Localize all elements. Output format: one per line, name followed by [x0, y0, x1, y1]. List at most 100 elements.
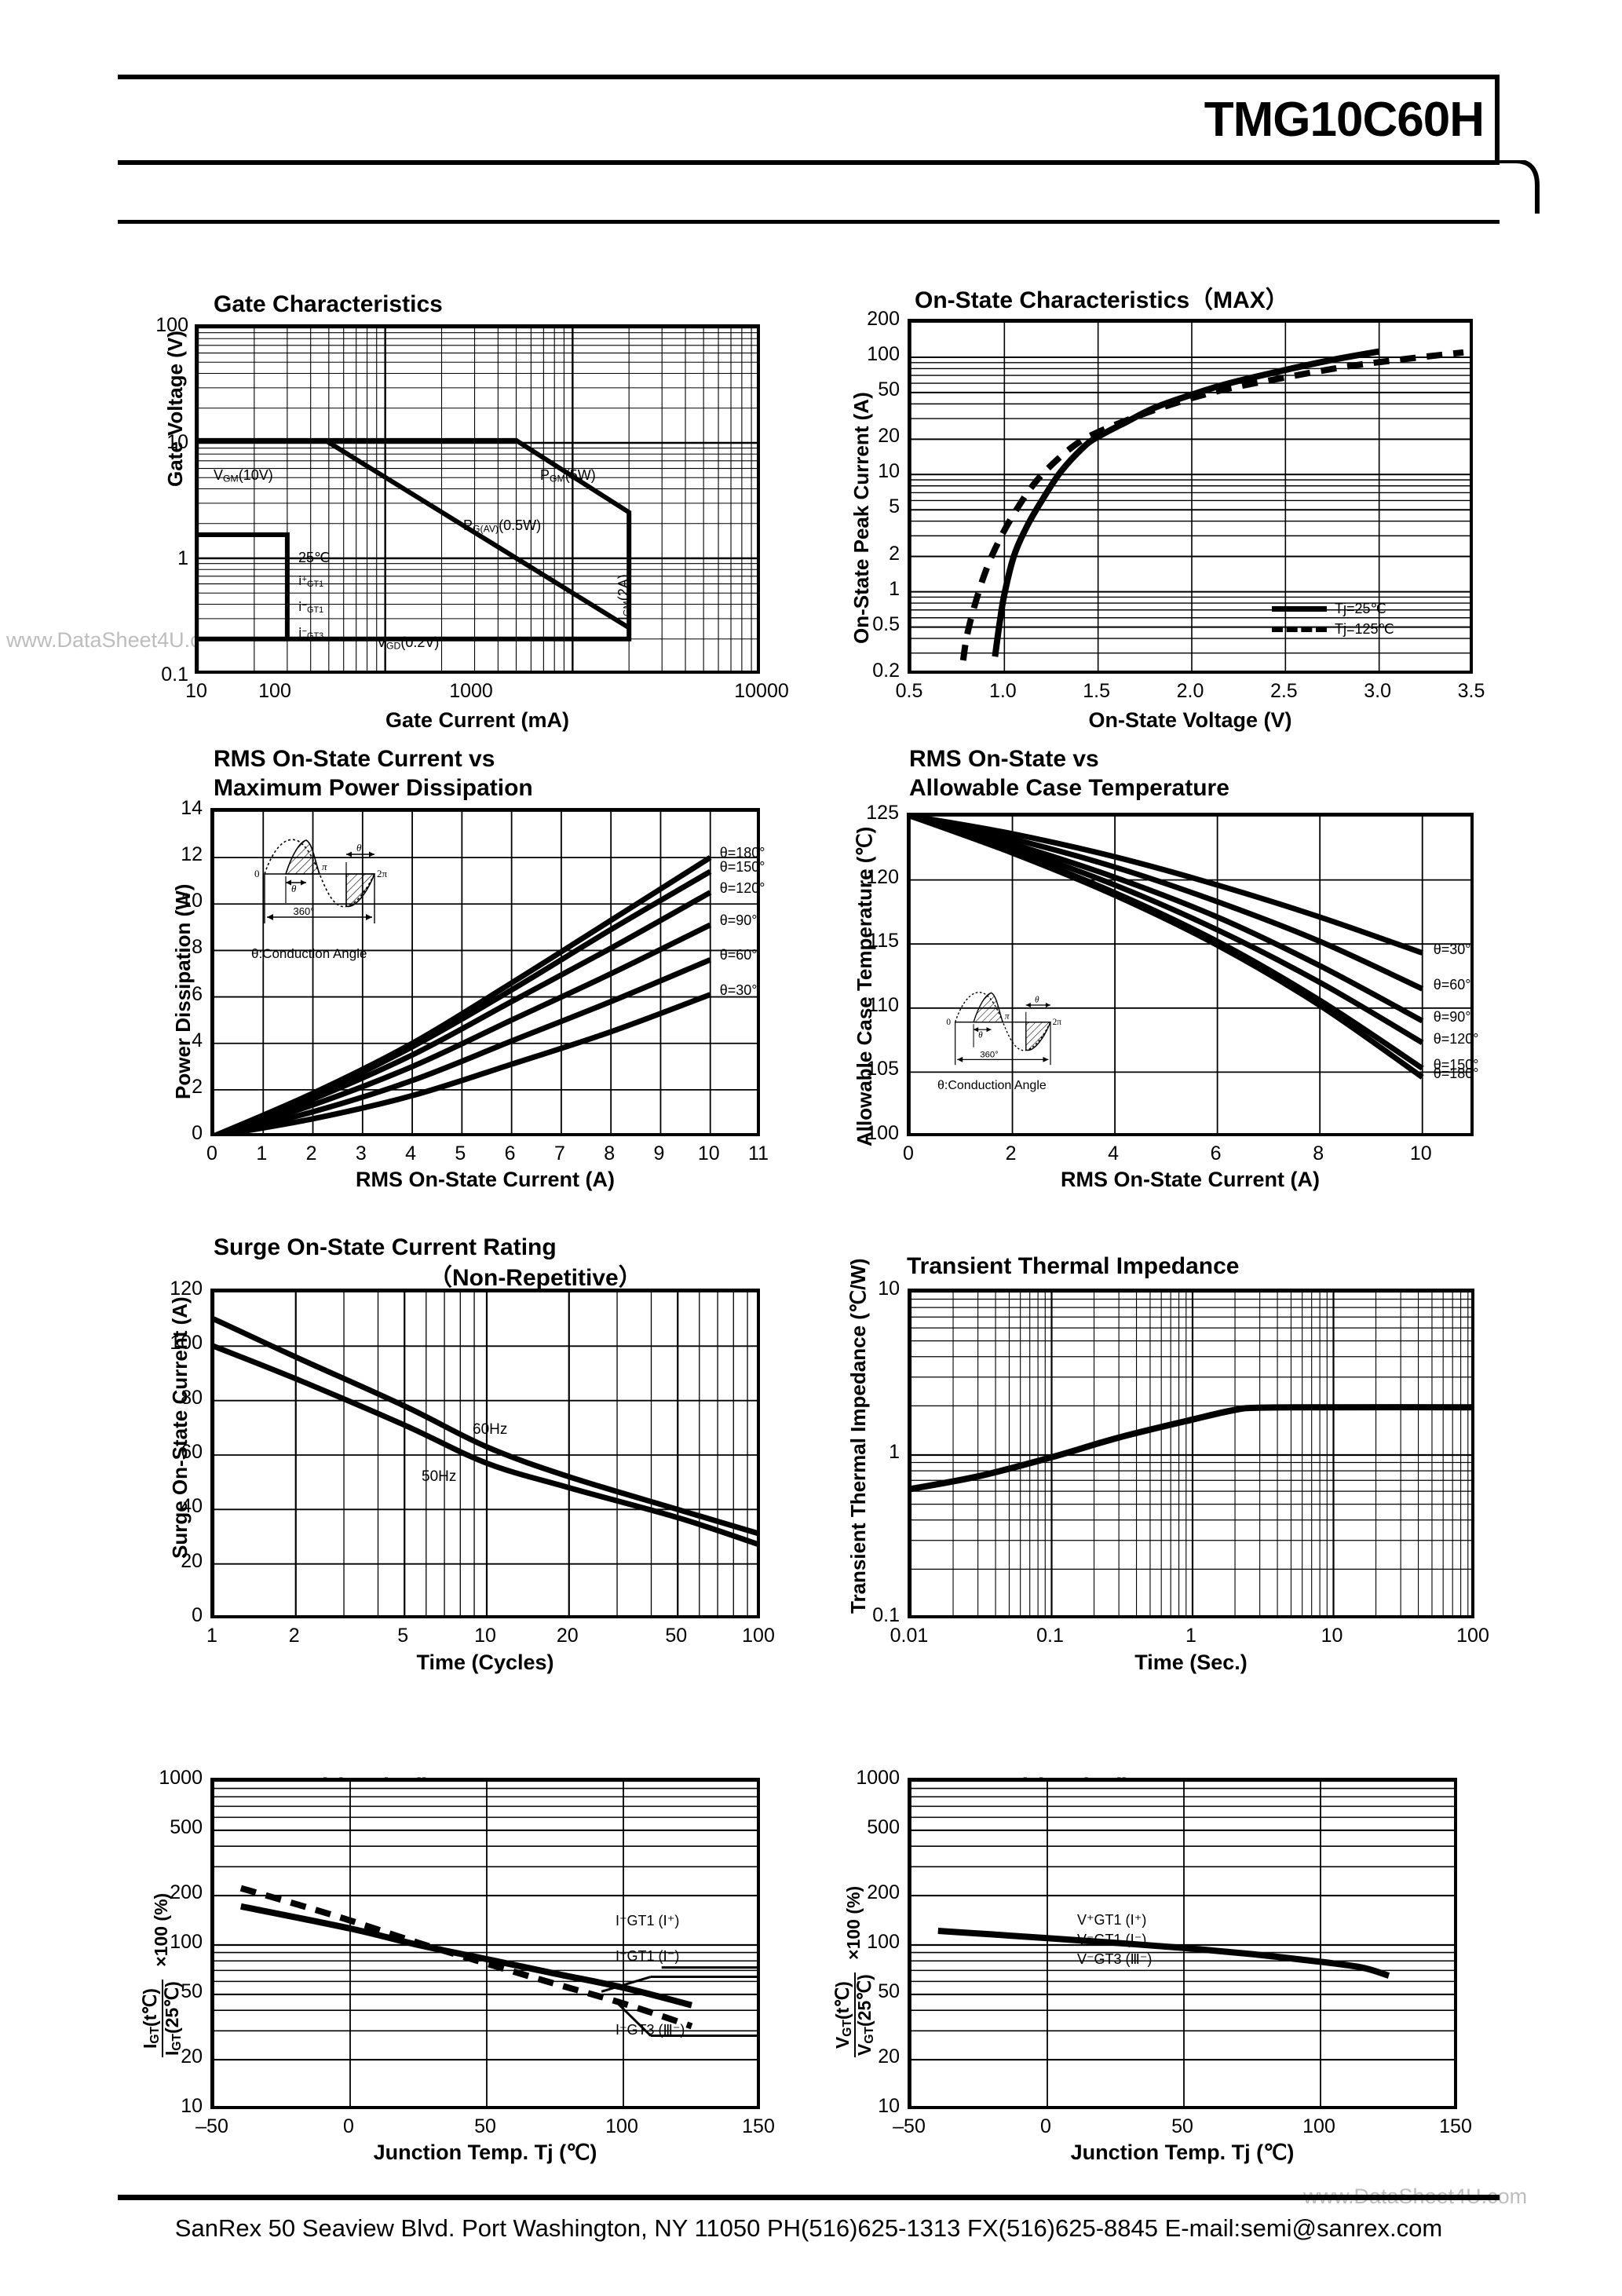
plot-area: 60Hz 50Hz — [210, 1289, 760, 1618]
axis-tick-label: 0 — [343, 2115, 354, 2137]
axis-tick-label: 20 — [556, 1625, 579, 1647]
y-tick-label: 8 — [192, 936, 203, 959]
watermark-left: www.DataSheet4U.com — [6, 628, 231, 652]
y-tick-label: 115 — [868, 930, 899, 952]
series-label: θ=60° — [1433, 977, 1471, 993]
svg-text:2π: 2π — [1053, 1018, 1062, 1027]
svg-text:360°: 360° — [980, 1051, 998, 1060]
page-header: TMG10C60H — [118, 75, 1500, 165]
series-label-60hz: 60Hz — [473, 1421, 508, 1438]
y-tick-label: 1 — [889, 577, 900, 600]
x-tick-label: 10 — [185, 680, 207, 702]
y-tick-label: 500 — [867, 1815, 900, 1838]
axis-tick-label: 1.0 — [988, 680, 1017, 702]
axis-tick-label: 10 — [1321, 1625, 1343, 1647]
chart-title-line2: Allowable Case Temperature — [909, 775, 1229, 801]
series-label-50hz: 50Hz — [422, 1468, 457, 1485]
y-tick-label: 4 — [192, 1029, 203, 1051]
y-tick-label: 0 — [192, 1122, 203, 1144]
axis-tick-label: 10 — [474, 1625, 496, 1647]
y-tick-label: 100 — [170, 1931, 203, 1953]
axis-tick-label: 50 — [474, 2115, 496, 2137]
axis-tick-label: 6 — [504, 1143, 516, 1164]
y-tick-label: 0.1 — [872, 1604, 900, 1626]
plot-svg — [214, 811, 757, 1133]
y-tick-label: 200 — [867, 1881, 900, 1904]
y-tick-label: 50 — [878, 378, 900, 400]
y-tick-label: 500 — [170, 1815, 203, 1838]
chart-title-line2: （Non-Repetitive） — [429, 1265, 642, 1291]
annotation-pgm: PGM(5W) — [540, 467, 596, 484]
y-tick-label: 80 — [181, 1386, 203, 1409]
axis-tick-label: 1 — [206, 1625, 217, 1647]
svg-text:0: 0 — [946, 1018, 951, 1027]
chart-title: On-State Characteristics（MAX） — [915, 287, 1289, 313]
series-label: θ=120° — [719, 879, 765, 896]
axis-tick-label: ‒50 — [893, 2115, 926, 2137]
axis-tick-label: 3 — [355, 1143, 367, 1164]
legend-item: Tj=125℃ — [1272, 619, 1394, 639]
axis-tick-label: 7 — [553, 1143, 565, 1164]
plot-area: 0 π 2π θ θ 360° θ:Conduction Angle — [907, 813, 1474, 1136]
plot-area — [908, 1289, 1474, 1618]
y-tick-label: 1 — [889, 1441, 900, 1463]
y-tick-label: 120 — [170, 1278, 203, 1300]
axis-tick-label: 100 — [605, 2115, 638, 2137]
axis-tick-label: 8 — [604, 1143, 616, 1164]
annotation-igt1-neg: ⅰ−GT1 — [298, 601, 324, 616]
y-tick-label: 100 — [155, 314, 188, 336]
svg-text:0: 0 — [254, 868, 260, 879]
axis-tick-label: 5 — [455, 1143, 466, 1164]
x-axis-title: Junction Temp. Tj (℃) — [1070, 2141, 1295, 2164]
y-tick-label: 125 — [866, 802, 899, 824]
axis-tick-label: 5 — [397, 1625, 409, 1647]
header-rule-secondary — [118, 220, 1500, 224]
x-axis-title: Gate Current (mA) — [385, 708, 570, 732]
axis-tick-label: 100 — [1302, 2115, 1335, 2137]
axis-tick-label: 1.5 — [1083, 680, 1111, 702]
axis-tick-label: 2 — [288, 1625, 300, 1647]
y-axis-title: IGT(t℃) IGT(25℃) ×100 (%) — [140, 1893, 184, 2057]
axis-tick-label: 1 — [1185, 1625, 1196, 1647]
axis-tick-label: 0.01 — [890, 1625, 929, 1647]
series-label-vgt3-neg: V⁻GT3 (Ⅲ⁻) — [1077, 1951, 1153, 1967]
x-axis-title: Junction Temp. Tj (℃) — [373, 2141, 597, 2164]
series-label: θ=30° — [719, 982, 758, 998]
series-label-vgt1-pos: V⁺GT1 (Ⅰ⁺) — [1077, 1912, 1147, 1928]
axis-tick-label: 8 — [1313, 1143, 1324, 1164]
y-tick-label: 100 — [170, 1332, 203, 1355]
svg-text:360°: 360° — [294, 905, 315, 917]
y-axis-title: Transient Thermal Impedance (℃/W) — [846, 1258, 870, 1614]
plot-svg — [911, 322, 1470, 671]
svg-text:2π: 2π — [377, 868, 388, 879]
legend-label: Tj=125℃ — [1335, 620, 1394, 637]
x-axis-title: RMS On-State Current (A) — [356, 1168, 615, 1191]
annotation-vgd: VGD(0.2V) — [377, 634, 440, 652]
axis-tick-label: 2 — [305, 1143, 317, 1164]
y-axis-title: Gate Voltage (V) — [163, 331, 187, 487]
plot-area: V⁺GT1 (Ⅰ⁺) V⁻GT1 (Ⅰ⁻) V⁻GT3 (Ⅲ⁻) — [908, 1778, 1457, 2109]
axis-tick-label: 3.0 — [1364, 680, 1392, 702]
plot-svg — [910, 816, 1470, 1133]
axis-tick-label: 100 — [1456, 1625, 1489, 1647]
chart-title-line2: Maximum Power Dissipation — [214, 775, 533, 801]
y-axis-title: VGT(t℃) VGT(25℃) ×100 (%) — [832, 1886, 876, 2057]
y-tick-label: 20 — [878, 2046, 900, 2068]
y-tick-label: 10 — [181, 2095, 203, 2117]
annotation-igt3-neg: ⅰ−GT3 — [298, 627, 324, 642]
axis-tick-label: 1 — [256, 1143, 268, 1164]
axis-tick-label: 3.5 — [1457, 680, 1485, 702]
y-tick-label: 50 — [181, 1980, 203, 2002]
inset-caption: θ:Conduction Angle — [251, 946, 367, 961]
header-right-edge — [1495, 75, 1500, 165]
axis-tick-label: 50 — [1171, 2115, 1193, 2137]
axis-tick-label: 4 — [1108, 1143, 1120, 1164]
header-rule-top — [118, 75, 1500, 79]
chart-title-line1: RMS On-State vs — [909, 746, 1099, 772]
svg-text:θ: θ — [1035, 996, 1039, 1005]
y-tick-label: 20 — [181, 2046, 203, 2068]
y-tick-label: 1 — [177, 547, 188, 569]
svg-text:π: π — [322, 861, 327, 872]
axis-tick-label: 50 — [665, 1625, 688, 1647]
axis-tick-label: 0.5 — [895, 680, 923, 702]
